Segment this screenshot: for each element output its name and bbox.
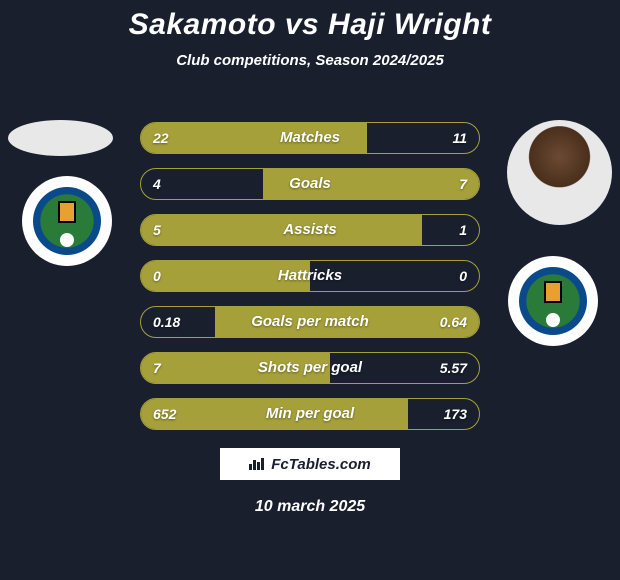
stat-right-value: 7 bbox=[459, 169, 467, 199]
club-badge-right bbox=[508, 256, 598, 346]
stat-label: Min per goal bbox=[141, 399, 479, 429]
date-label: 10 march 2025 bbox=[0, 498, 620, 516]
player-right-portrait bbox=[507, 120, 612, 225]
stat-row: 652Min per goal173 bbox=[140, 398, 480, 430]
badge-ball bbox=[546, 313, 560, 327]
stat-label: Goals per match bbox=[141, 307, 479, 337]
stat-right-value: 0 bbox=[459, 261, 467, 291]
badge-stripe bbox=[544, 281, 562, 303]
badge-ball bbox=[60, 233, 74, 247]
comparison-card: Sakamoto vs Haji Wright Club competition… bbox=[0, 0, 620, 580]
stat-row: 4Goals7 bbox=[140, 168, 480, 200]
stat-right-value: 173 bbox=[444, 399, 467, 429]
page-title: Sakamoto vs Haji Wright bbox=[0, 8, 620, 42]
stat-label: Goals bbox=[141, 169, 479, 199]
badge-inner bbox=[33, 187, 101, 255]
stat-row: 22Matches11 bbox=[140, 122, 480, 154]
stat-row: 0.18Goals per match0.64 bbox=[140, 306, 480, 338]
club-badge-left bbox=[22, 176, 112, 266]
stat-label: Shots per goal bbox=[141, 353, 479, 383]
chart-icon bbox=[249, 456, 265, 473]
stat-right-value: 5.57 bbox=[440, 353, 467, 383]
stat-right-value: 11 bbox=[452, 123, 467, 153]
stat-row: 0Hattricks0 bbox=[140, 260, 480, 292]
stat-label: Assists bbox=[141, 215, 479, 245]
stat-right-value: 1 bbox=[459, 215, 467, 245]
badge-inner bbox=[519, 267, 587, 335]
subtitle: Club competitions, Season 2024/2025 bbox=[0, 52, 620, 69]
badge-stripe bbox=[58, 201, 76, 223]
stats-block: 22Matches11 4Goals7 5Assists1 0Hattricks0 0.… bbox=[140, 122, 480, 444]
player-left-portrait bbox=[8, 120, 113, 156]
stat-row: 5Assists1 bbox=[140, 214, 480, 246]
stat-right-value: 0.64 bbox=[440, 307, 467, 337]
stat-label: Hattricks bbox=[141, 261, 479, 291]
brand-label: FcTables.com bbox=[271, 456, 370, 473]
stat-row: 7Shots per goal5.57 bbox=[140, 352, 480, 384]
stat-label: Matches bbox=[141, 123, 479, 153]
brand-badge[interactable]: FcTables.com bbox=[220, 448, 400, 480]
